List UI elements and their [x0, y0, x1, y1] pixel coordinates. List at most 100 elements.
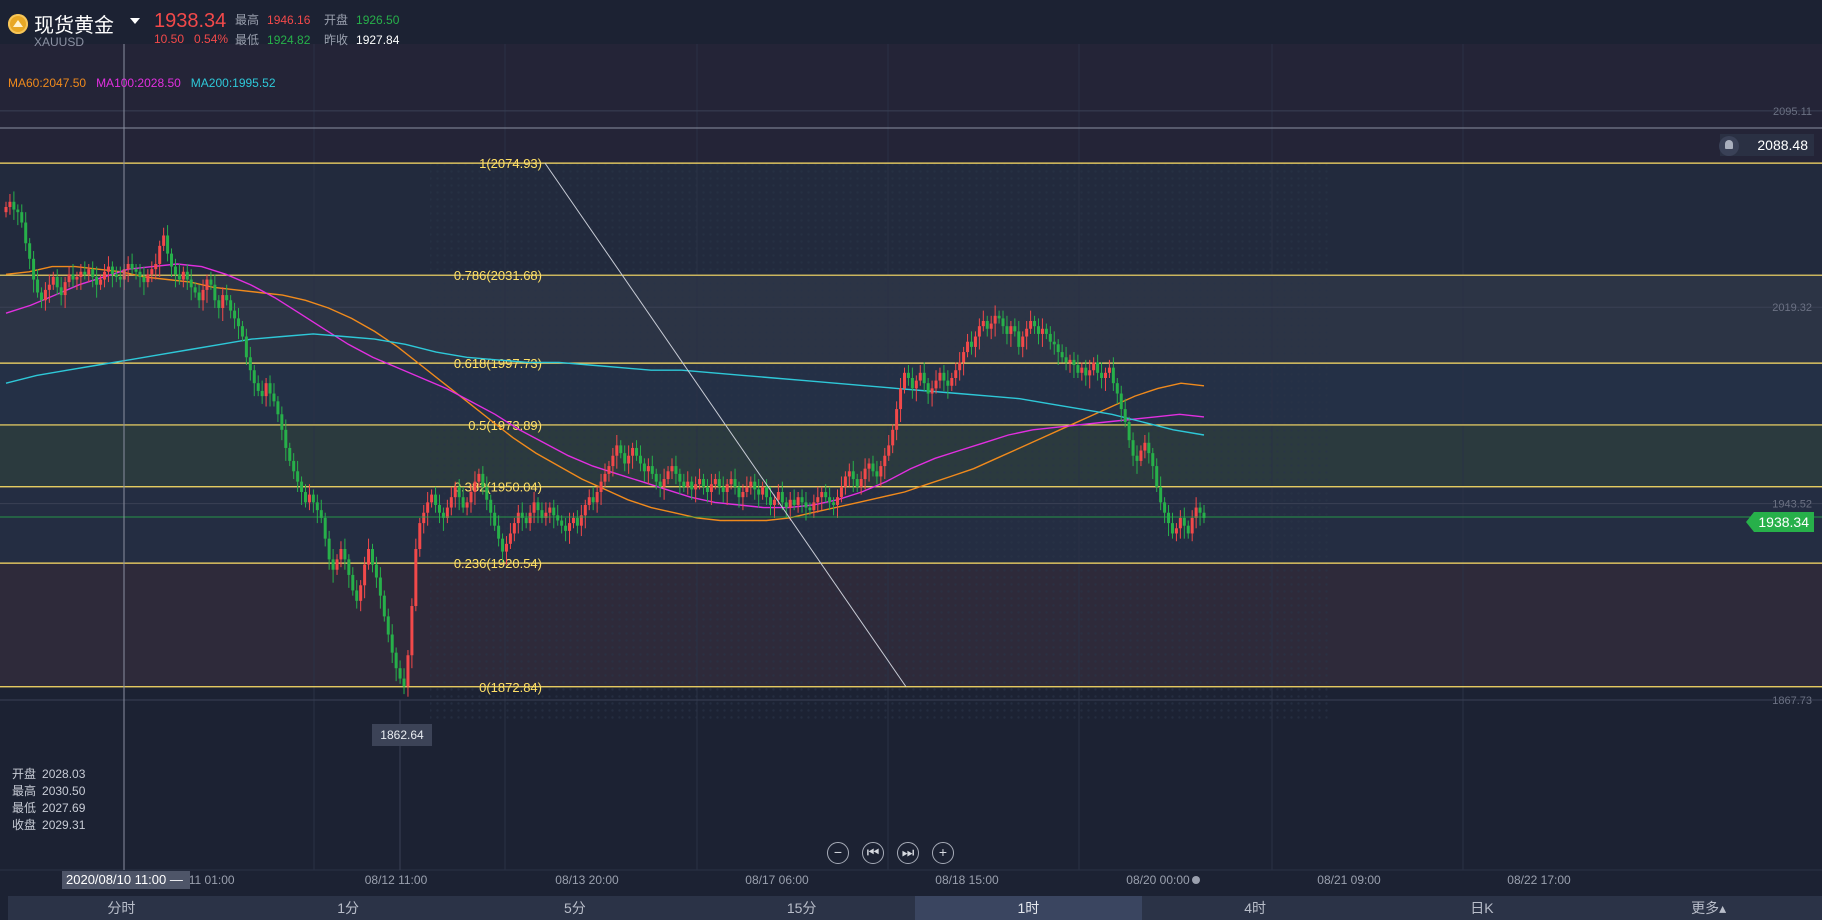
candle-63 — [252, 370, 256, 384]
candle-250 — [989, 323, 993, 329]
candle-57 — [229, 300, 233, 311]
candle-46 — [185, 271, 189, 280]
skip-back-button[interactable]: ⏮ — [862, 842, 884, 864]
candle-108 — [430, 494, 434, 503]
tab-timeframe-2[interactable]: 5分 — [563, 900, 586, 916]
candle-277 — [1096, 362, 1100, 373]
ma60-label: MA60:2047.50 — [8, 76, 87, 90]
candle-32 — [130, 263, 134, 270]
instrument-dropdown-icon[interactable] — [130, 18, 140, 24]
candle-151 — [599, 481, 603, 493]
candle-166 — [658, 481, 662, 487]
alert-price-badge[interactable]: 2088.48 — [1720, 134, 1814, 156]
stat-open: 开盘 1926.50 — [324, 13, 400, 27]
tab-timeframe-5[interactable]: 4时 — [1244, 900, 1267, 916]
map-texture — [430, 160, 1330, 720]
candle-75 — [300, 481, 304, 493]
instrument-name[interactable]: 现货黄金 — [34, 15, 114, 37]
candle-162 — [642, 463, 646, 472]
candle-225 — [891, 429, 895, 446]
candle-186 — [737, 486, 741, 498]
candle-257 — [1017, 331, 1021, 347]
candle-29 — [118, 276, 122, 280]
axis-ticks: 2095.11 2019.32 1943.52 1867.73/11 01:00 08/… — [0, 106, 1822, 887]
candle-36 — [146, 274, 150, 283]
candle-153 — [607, 466, 611, 474]
zoom-in-button[interactable]: + — [932, 842, 954, 864]
candle-51 — [205, 279, 209, 290]
candle-14 — [59, 287, 63, 296]
candle-88 — [351, 574, 355, 591]
candle-137 — [544, 512, 548, 518]
fib-label-2: 0.618(1997.73) — [454, 356, 542, 371]
candle-296 — [1170, 523, 1174, 534]
x-tick-6: 08/21 09:00 — [1317, 873, 1381, 887]
candle-6 — [28, 243, 32, 259]
ma100-label: MA100:2028.50 — [96, 76, 181, 90]
candle-297 — [1174, 528, 1178, 534]
candle-157 — [623, 453, 627, 464]
candle-98 — [390, 634, 394, 653]
ohlc-panel: 开盘 2028.03 最高 2030.50 最低 2027.69 收盘 2029.31 — [12, 767, 86, 832]
candle-70 — [280, 414, 284, 430]
candle-121 — [481, 473, 485, 487]
tab-timeframe-3[interactable]: 15分 — [786, 900, 817, 916]
candle-240 — [950, 377, 954, 386]
candle-96 — [382, 595, 386, 617]
candle-142 — [564, 525, 568, 531]
candle-5 — [24, 222, 28, 244]
candle-249 — [985, 320, 989, 329]
candle-230 — [910, 377, 914, 389]
candle-21 — [87, 269, 91, 275]
zoom-out-button[interactable]: − — [827, 842, 849, 864]
candle-120 — [477, 473, 481, 482]
tab-timeframe-7[interactable]: 更多▴ — [1691, 900, 1727, 916]
candle-215 — [851, 471, 855, 480]
candle-114 — [453, 486, 457, 498]
candle-196 — [776, 492, 780, 500]
candle-54 — [217, 300, 221, 309]
candle-300 — [1186, 525, 1190, 534]
candle-106 — [422, 512, 426, 524]
candle-116 — [461, 497, 465, 508]
candle-78 — [311, 494, 315, 503]
candle-33 — [134, 269, 138, 272]
candle-216 — [855, 479, 859, 487]
candle-275 — [1088, 370, 1092, 376]
y-tick-0: 2095.11 — [1773, 106, 1812, 118]
candle-254 — [1005, 326, 1009, 334]
fib-label-1: 0.786(2031.68) — [454, 268, 542, 283]
candle-12 — [51, 276, 55, 285]
candle-112 — [445, 507, 449, 518]
candle-303 — [1198, 507, 1202, 513]
candle-192 — [761, 486, 765, 495]
candle-95 — [378, 577, 382, 596]
change-percent: 0.54% — [194, 32, 229, 46]
candle-270 — [1068, 359, 1072, 363]
tab-timeframe-1[interactable]: 1分 — [337, 900, 360, 916]
candle-282 — [1115, 383, 1119, 394]
candle-39 — [158, 245, 162, 264]
fib-label-6: 0(1872.84) — [479, 680, 542, 695]
candle-237 — [938, 372, 942, 381]
bell-icon[interactable] — [1719, 136, 1739, 156]
candle-64 — [256, 383, 260, 391]
candle-262 — [1036, 326, 1040, 334]
candle-175 — [694, 484, 698, 490]
candle-243 — [962, 352, 966, 363]
candle-283 — [1119, 393, 1123, 410]
tab-timeframe-4[interactable]: 1时 — [915, 896, 1142, 920]
candle-17 — [71, 274, 75, 280]
candle-274 — [1084, 367, 1088, 376]
candle-11 — [47, 284, 51, 290]
candle-109 — [434, 494, 438, 505]
tab-timeframe-6[interactable]: 日K — [1470, 900, 1494, 916]
tab-timeframe-0[interactable]: 分时 — [107, 900, 136, 916]
candle-86 — [343, 549, 347, 560]
skip-forward-button[interactable]: ⏭ — [897, 842, 919, 864]
candle-110 — [437, 504, 441, 513]
candle-273 — [1080, 367, 1084, 373]
candle-234 — [926, 383, 930, 394]
x-tick-5: 08/20 00:00 — [1126, 873, 1190, 887]
